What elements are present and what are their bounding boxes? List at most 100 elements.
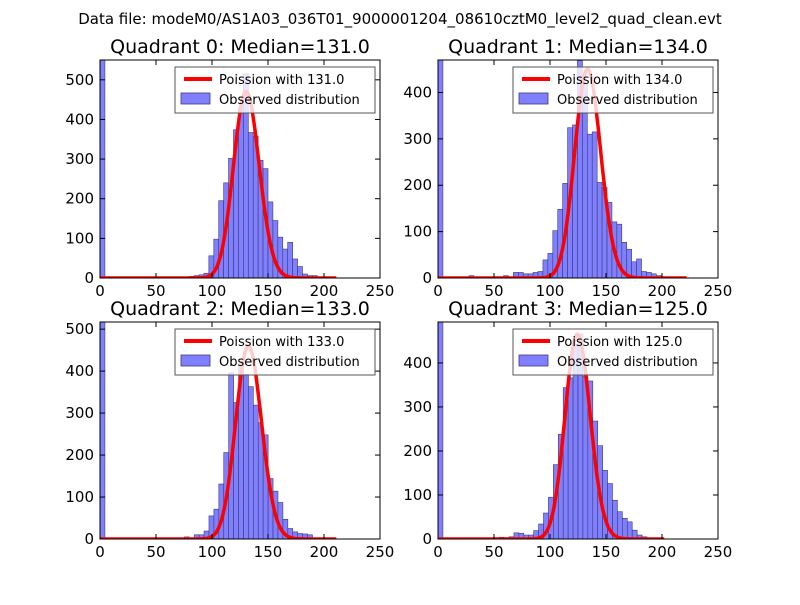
x-tick-label: 150 bbox=[592, 282, 621, 300]
histogram-bar bbox=[238, 107, 244, 278]
y-tick-label: 300 bbox=[403, 130, 432, 148]
subplot-quadrant-1: Quadrant 1: Median=134.0 0 50 100 150 200 250 0… bbox=[403, 36, 733, 300]
histogram-bar bbox=[631, 529, 638, 539]
y-tick-label: 500 bbox=[65, 71, 94, 89]
axes-frame bbox=[99, 59, 381, 279]
y-tick-label: 0 bbox=[422, 530, 432, 548]
legend-bar-label: Observed distribution bbox=[219, 93, 360, 108]
x-tick-label: 0 bbox=[95, 543, 105, 561]
histogram-bar bbox=[591, 131, 598, 278]
legend-curve-label: Poission with 134.0 bbox=[557, 73, 682, 88]
x-tick-label: 0 bbox=[433, 282, 443, 300]
y-tick-label: 400 bbox=[65, 362, 94, 380]
histogram-bar bbox=[248, 386, 254, 539]
x-tick-label: 50 bbox=[484, 282, 503, 300]
legend: Poission with 133.0 Observed distribution bbox=[174, 328, 376, 376]
x-tick-label: 150 bbox=[254, 282, 283, 300]
x-tick-label: 200 bbox=[310, 543, 339, 561]
legend-box bbox=[174, 328, 376, 376]
legend: Poission with 131.0 Observed distribution bbox=[174, 66, 376, 114]
y-tick-label: 200 bbox=[403, 176, 432, 194]
axes-frame bbox=[437, 59, 719, 279]
subplot-quadrant-0: Quadrant 0: Median=131.0 0 50 100 150 200 250 0… bbox=[65, 36, 394, 300]
y-tick-label: 0 bbox=[422, 269, 432, 287]
x-tick-label: 100 bbox=[198, 282, 227, 300]
y-tick-label: 400 bbox=[403, 354, 432, 372]
subplot-title: Quadrant 0: Median=131.0 bbox=[110, 36, 370, 58]
y-tick-label: 0 bbox=[84, 530, 94, 548]
plot-area bbox=[100, 322, 337, 539]
x-tick-label: 250 bbox=[704, 282, 733, 300]
x-tick-label: 150 bbox=[254, 543, 283, 561]
histogram-bar bbox=[253, 404, 259, 539]
legend-box bbox=[512, 328, 714, 376]
legend-bar-swatch bbox=[180, 92, 211, 105]
histogram-bar bbox=[287, 242, 293, 278]
y-tick-label: 400 bbox=[403, 83, 432, 101]
x-tick-label: 50 bbox=[146, 282, 165, 300]
subplot-title: Quadrant 1: Median=134.0 bbox=[448, 36, 708, 58]
x-tick-label: 100 bbox=[198, 543, 227, 561]
histogram-bar bbox=[617, 511, 623, 539]
legend-bar-swatch bbox=[518, 92, 549, 105]
subplot-quadrant-3: Quadrant 3: Median=125.0 0 50 100 150 200 250 0… bbox=[403, 298, 733, 561]
x-tick-label: 200 bbox=[648, 282, 677, 300]
subplot-quadrant-2: Quadrant 2: Median=133.0 0 50 100 150 200 250 0… bbox=[65, 298, 395, 561]
x-tick-label: 250 bbox=[704, 543, 733, 561]
y-tick-label: 100 bbox=[403, 486, 432, 504]
y-tick-label: 100 bbox=[65, 488, 94, 506]
subplot-title: Quadrant 3: Median=125.0 bbox=[448, 298, 708, 320]
y-tick-label: 100 bbox=[65, 229, 94, 247]
legend-box bbox=[174, 66, 376, 114]
histogram-bar bbox=[586, 133, 593, 278]
y-tick-label: 300 bbox=[65, 404, 94, 422]
x-tick-label: 150 bbox=[592, 543, 621, 561]
y-tick-label: 200 bbox=[65, 446, 94, 464]
histogram-bar bbox=[292, 258, 298, 278]
y-tick-label: 300 bbox=[65, 150, 94, 168]
y-tick-label: 200 bbox=[65, 190, 94, 208]
axes-frame bbox=[437, 321, 719, 540]
x-tick-label: 0 bbox=[95, 282, 105, 300]
histogram-bar bbox=[626, 521, 633, 539]
x-tick-label: 250 bbox=[366, 543, 395, 561]
histogram-bar bbox=[636, 258, 642, 278]
legend-curve-label: Poission with 133.0 bbox=[219, 335, 344, 350]
legend-box bbox=[512, 66, 714, 114]
legend-bar-label: Observed distribution bbox=[219, 355, 360, 370]
x-tick-label: 250 bbox=[366, 282, 395, 300]
histogram-bar bbox=[567, 377, 574, 539]
poisson-curve bbox=[438, 67, 688, 278]
y-tick-label: 0 bbox=[84, 269, 94, 287]
x-tick-label: 200 bbox=[648, 543, 677, 561]
axes-frame bbox=[99, 321, 381, 540]
y-tick-label: 300 bbox=[403, 398, 432, 416]
x-tick-label: 50 bbox=[146, 543, 165, 561]
legend-bar-swatch bbox=[518, 354, 549, 367]
histogram-bar bbox=[247, 132, 254, 278]
x-tick-label: 0 bbox=[433, 543, 443, 561]
histogram-bar bbox=[622, 518, 628, 539]
legend-curve-label: Poission with 125.0 bbox=[557, 335, 682, 350]
histogram-bar bbox=[307, 534, 313, 539]
histogram-bar bbox=[243, 374, 249, 539]
y-tick-label: 100 bbox=[403, 223, 432, 241]
legend-bar-label: Observed distribution bbox=[557, 355, 698, 370]
x-tick-label: 50 bbox=[484, 543, 503, 561]
histogram-bar bbox=[297, 266, 303, 278]
y-tick-label: 400 bbox=[65, 110, 94, 128]
legend-bar-swatch bbox=[180, 354, 211, 367]
x-tick-label: 100 bbox=[536, 543, 565, 561]
x-tick-label: 200 bbox=[310, 282, 339, 300]
histogram-bar bbox=[596, 182, 603, 278]
legend: Poission with 125.0 Observed distribution bbox=[512, 328, 714, 376]
figure-suptitle: Data file: modeM0/AS1A03_036T01_90000012… bbox=[78, 10, 722, 29]
legend: Poission with 134.0 Observed distribution bbox=[512, 66, 714, 114]
x-tick-label: 100 bbox=[536, 282, 565, 300]
y-tick-label: 200 bbox=[403, 442, 432, 460]
legend-curve-label: Poission with 131.0 bbox=[219, 73, 344, 88]
subplot-title: Quadrant 2: Median=133.0 bbox=[110, 298, 370, 320]
legend-bar-label: Observed distribution bbox=[557, 93, 698, 108]
